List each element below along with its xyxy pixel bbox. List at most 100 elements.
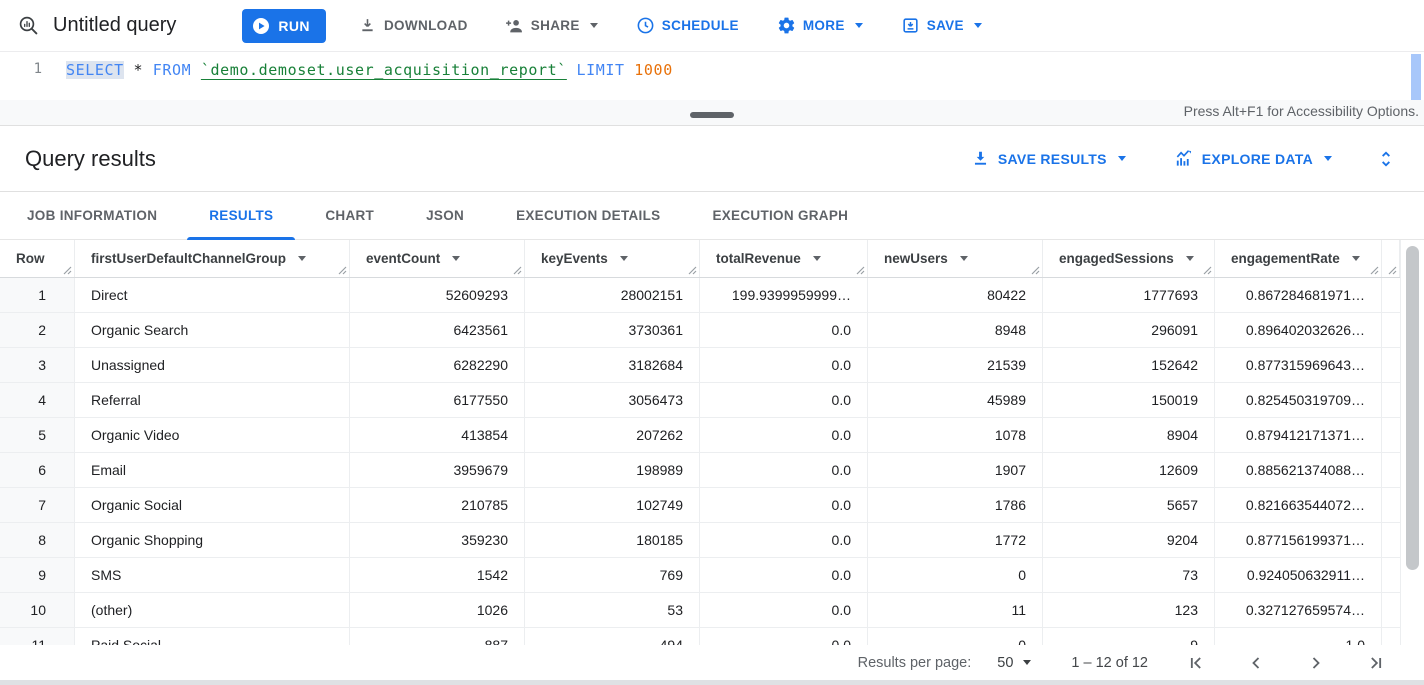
column-label: eventCount [366, 251, 441, 266]
column-resize-handle[interactable] [1370, 266, 1379, 275]
cell-totalrevenue: 0.0 [700, 558, 868, 592]
table-row: 3 Unassigned 6282290 3182684 0.0 21539 152642 0… [0, 348, 1424, 383]
column-resize-handle[interactable] [688, 266, 697, 275]
table-row: 10 (other) 1026 53 0.0 11 123 0.327127659574… [0, 593, 1424, 628]
query-icon [18, 15, 39, 36]
sql-keyword-from: FROM [152, 61, 192, 79]
play-icon [252, 17, 270, 35]
tab-execution-graph[interactable]: EXECUTION GRAPH [686, 192, 874, 239]
page-size-select[interactable]: 50 [997, 655, 1032, 671]
column-menu-caret[interactable] [812, 256, 821, 261]
cell-firstuserdefaultchannelgroup: Direct [75, 278, 350, 312]
column-menu-caret[interactable] [298, 256, 307, 261]
table-row: 8 Organic Shopping 359230 180185 0.0 1772 9204… [0, 523, 1424, 558]
scrollbar-thumb[interactable] [1406, 246, 1419, 570]
run-button[interactable]: RUN [242, 8, 326, 43]
download-button[interactable]: DOWNLOAD [354, 10, 472, 41]
last-page-button[interactable] [1364, 651, 1388, 675]
explore-data-button[interactable]: EXPLORE DATA [1174, 149, 1332, 169]
column-resize-handle[interactable] [1203, 266, 1212, 275]
column-resize-handle[interactable] [1031, 266, 1040, 275]
column-header-filler [1382, 240, 1400, 277]
share-button[interactable]: SHARE [500, 10, 602, 42]
expand-results-button[interactable] [1374, 146, 1398, 172]
cell-totalrevenue: 0.0 [700, 348, 868, 382]
row-number-cell: 7 [0, 488, 75, 522]
column-resize-handle[interactable] [856, 266, 865, 275]
first-page-button[interactable] [1184, 651, 1208, 675]
cell-eventcount: 3959679 [350, 453, 525, 487]
cell-newusers: 11 [868, 593, 1043, 627]
cell-engagementrate: 0.327127659574… [1215, 593, 1382, 627]
column-menu-caret[interactable] [1185, 256, 1194, 261]
tab-chart[interactable]: CHART [299, 192, 400, 239]
cell-totalrevenue: 0.0 [700, 383, 868, 417]
column-header-eventcount[interactable]: eventCount [350, 240, 525, 277]
sql-star: * [133, 61, 144, 79]
column-menu-caret[interactable] [1351, 256, 1360, 261]
column-menu-caret[interactable] [619, 256, 628, 261]
column-menu-caret[interactable] [452, 256, 461, 261]
results-per-page-label: Results per page: [857, 654, 972, 671]
tab-results[interactable]: RESULTS [183, 192, 299, 240]
column-header-engagedsessions[interactable]: engagedSessions [1043, 240, 1215, 277]
tab-job-information[interactable]: JOB INFORMATION [1, 192, 183, 239]
cell-newusers: 8948 [868, 313, 1043, 347]
horizontal-scrollbar[interactable] [0, 680, 1424, 685]
next-page-button[interactable] [1304, 651, 1328, 675]
cell-firstuserdefaultchannelgroup: Unassigned [75, 348, 350, 382]
cell-firstuserdefaultchannelgroup: Organic Social [75, 488, 350, 522]
save-results-download-icon [971, 149, 990, 168]
pagination-bar: Results per page: 50 1 – 12 of 12 [0, 645, 1424, 680]
results-table: Row firstUserDefaultChannelGroup eventCoun… [0, 240, 1424, 645]
tab-execution-details[interactable]: EXECUTION DETAILS [490, 192, 686, 239]
cell-engagementrate: 0.821663544072… [1215, 488, 1382, 522]
cell-engagementrate: 0.877315969643… [1215, 348, 1382, 382]
schedule-button[interactable]: SCHEDULE [632, 10, 743, 41]
previous-page-button[interactable] [1244, 651, 1268, 675]
column-resize-handle[interactable] [1388, 266, 1397, 275]
line-number: 1 [33, 61, 42, 77]
cell-engagedsessions: 152642 [1043, 348, 1215, 382]
column-header-keyevents[interactable]: keyEvents [525, 240, 700, 277]
column-resize-handle[interactable] [63, 266, 72, 275]
table-header-row: Row firstUserDefaultChannelGroup eventCoun… [0, 240, 1424, 278]
cell-engagedsessions: 150019 [1043, 383, 1215, 417]
table-row: 2 Organic Search 6423561 3730361 0.0 8948 2960… [0, 313, 1424, 348]
gear-icon [777, 16, 796, 35]
column-header-engagementrate[interactable]: engagementRate [1215, 240, 1382, 277]
accessibility-hint: Press Alt+F1 for Accessibility Options. [1183, 103, 1419, 119]
editor-results-splitter: Press Alt+F1 for Accessibility Options. [0, 100, 1424, 126]
column-header-firstuserdefaultchannelgroup[interactable]: firstUserDefaultChannelGroup [75, 240, 350, 277]
cell-firstuserdefaultchannelgroup: Paid Social [75, 628, 350, 645]
editor-scrollbar[interactable] [1411, 54, 1421, 100]
save-button[interactable]: SAVE [897, 10, 986, 41]
cell-keyevents: 28002151 [525, 278, 700, 312]
table-vertical-scrollbar[interactable] [1400, 240, 1424, 645]
cell-eventcount: 1542 [350, 558, 525, 592]
download-icon [358, 16, 377, 35]
row-number-cell: 4 [0, 383, 75, 417]
page-range-label: 1 – 12 of 12 [1071, 654, 1148, 671]
more-button[interactable]: MORE [773, 10, 867, 41]
sql-editor[interactable]: 1 SELECT * FROM `demo.demoset.user_acqui… [0, 52, 1424, 100]
column-label: keyEvents [541, 251, 608, 266]
table-row: 4 Referral 6177550 3056473 0.0 45989 150019 0.8… [0, 383, 1424, 418]
column-header-newusers[interactable]: newUsers [868, 240, 1043, 277]
column-resize-handle[interactable] [513, 266, 522, 275]
cell-newusers: 1772 [868, 523, 1043, 557]
splitter-drag-handle[interactable] [690, 112, 734, 118]
sql-keyword-limit: LIMIT [576, 61, 625, 79]
cell-totalrevenue: 0.0 [700, 418, 868, 452]
chevron-down-icon [1117, 156, 1126, 161]
tab-json[interactable]: JSON [400, 192, 490, 239]
column-menu-caret[interactable] [959, 256, 968, 261]
column-header-row[interactable]: Row [0, 240, 75, 277]
column-resize-handle[interactable] [338, 266, 347, 275]
cell-engagementrate: 0.879412171371… [1215, 418, 1382, 452]
cell-eventcount: 1026 [350, 593, 525, 627]
cell-engagedsessions: 9204 [1043, 523, 1215, 557]
cell-keyevents: 53 [525, 593, 700, 627]
column-header-totalrevenue[interactable]: totalRevenue [700, 240, 868, 277]
save-results-button[interactable]: SAVE RESULTS [971, 149, 1126, 168]
